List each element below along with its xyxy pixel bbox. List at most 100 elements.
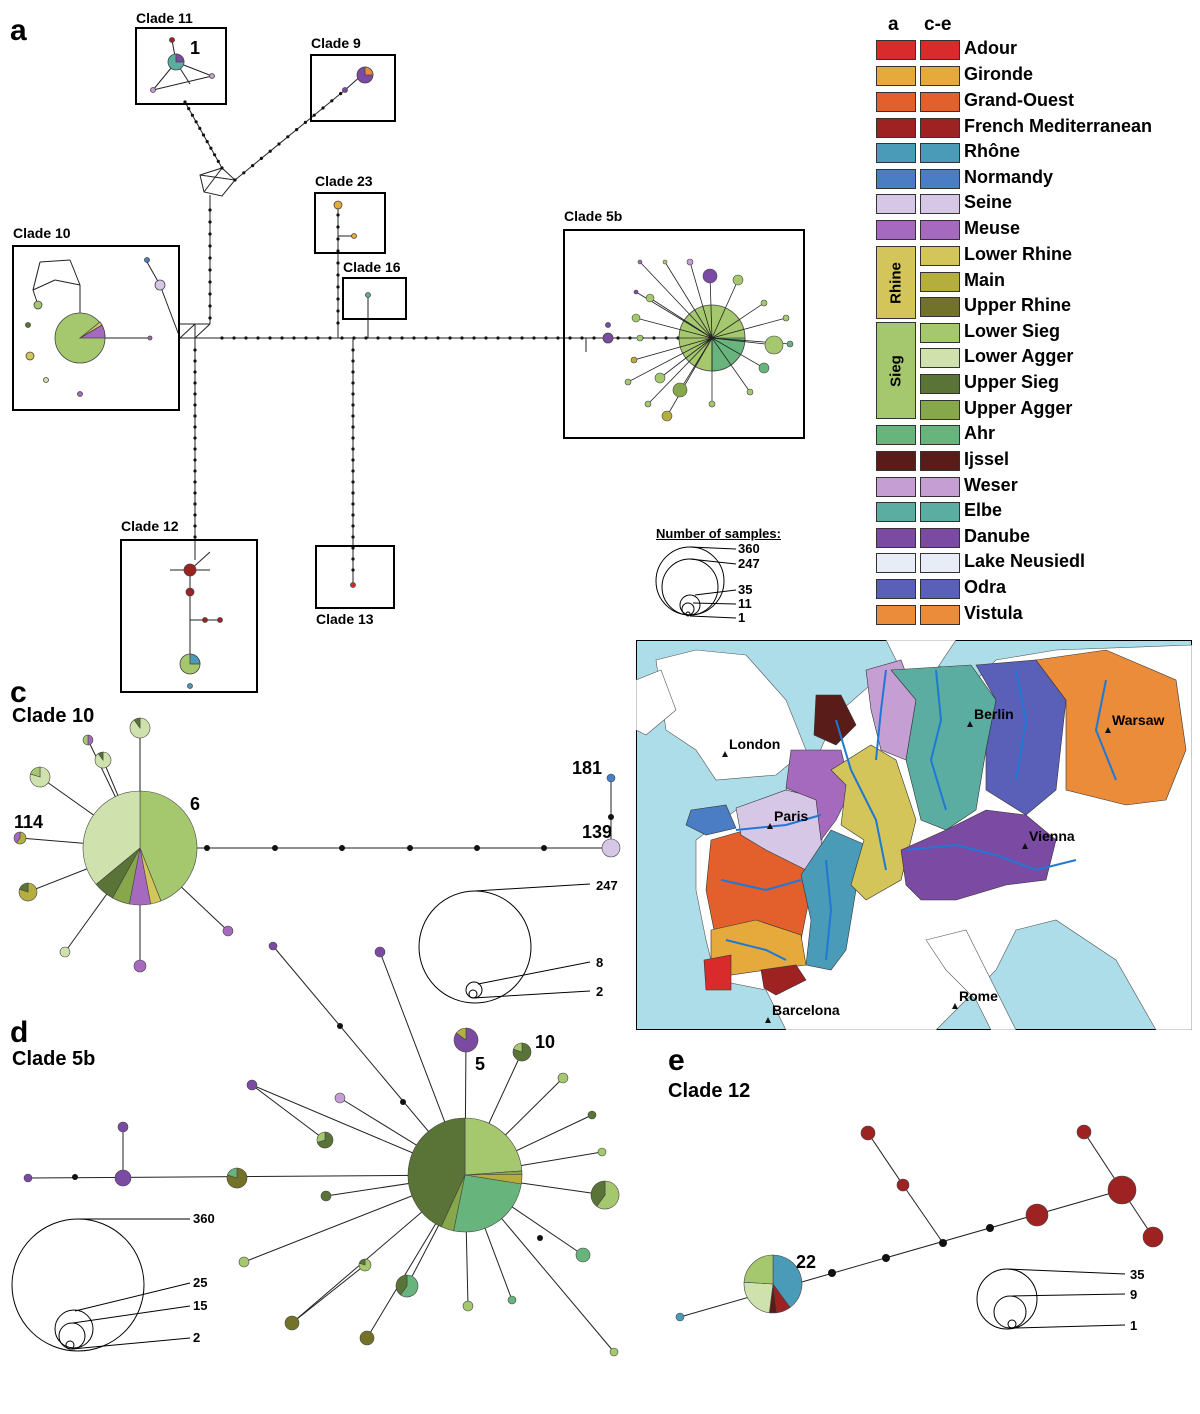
median-vector-node (198, 126, 202, 130)
city-marker-icon (765, 1017, 771, 1023)
panel-a-scale (655, 546, 737, 619)
haplotype-node (359, 1330, 375, 1346)
haplotype-slice (453, 1174, 522, 1233)
haplotype-node (114, 1169, 132, 1187)
median-vector-node (351, 436, 355, 440)
haplotype-slice (82, 734, 89, 746)
legend-label: Rhône (964, 141, 1020, 161)
median-vector-node (340, 336, 344, 340)
legend-swatch-a (876, 605, 916, 625)
median-vector-node (339, 92, 343, 96)
legend-row: Ahr (876, 423, 1196, 447)
clade13-box (315, 545, 395, 609)
median-vector-node (193, 359, 197, 363)
median-vector-node (193, 447, 197, 451)
median-vector-node (388, 336, 392, 340)
haplotype-slice (13, 831, 21, 844)
median-vector-node (193, 414, 197, 418)
c-label-139: 139 (582, 822, 613, 842)
legend-label: Lower Rhine (964, 244, 1073, 264)
scale-a-11: 11 (738, 596, 752, 611)
haplotype-slice (513, 1042, 523, 1053)
haplotype-node (760, 299, 768, 307)
haplotype-slice (87, 734, 94, 746)
clade12-label: Clade 12 (121, 518, 179, 534)
haplotype-node (133, 959, 147, 973)
panel-c-network (13, 717, 621, 1004)
legend-row: Elbe (876, 500, 1196, 524)
median-vector-node (193, 436, 197, 440)
median-vector-node (351, 425, 355, 429)
median-vector-node (496, 336, 500, 340)
haplotype-slice (400, 1274, 419, 1298)
haplotype-node (374, 946, 386, 958)
city-label: Barcelona (772, 1002, 840, 1018)
legend-label: Vistula (964, 603, 1023, 623)
legend-row: Vistula (876, 603, 1196, 627)
median-vector-node (520, 336, 524, 340)
median-vector-node (351, 392, 355, 396)
median-vector-node (286, 135, 290, 139)
median-vector-node (220, 166, 224, 170)
haplotype-node (334, 1092, 346, 1104)
median-vector-node (251, 164, 255, 168)
haplotype-node (557, 1072, 569, 1084)
haplotype-slice (596, 1180, 620, 1210)
haplotype-slice (82, 790, 141, 885)
median-vector-node (193, 502, 197, 506)
legend-label: Normandy (964, 167, 1054, 187)
haplotype-slice (358, 1258, 372, 1272)
legend-swatch-ce (920, 297, 960, 317)
median-vector-node (208, 208, 212, 212)
haplotype-node (637, 259, 643, 265)
legend-label: Danube (964, 526, 1031, 546)
legend-swatch-a (876, 169, 916, 189)
scale-a-360: 360 (738, 541, 760, 556)
c-label-114: 114 (14, 812, 44, 832)
legend-swatch-ce (920, 66, 960, 86)
city-marker-icon (1022, 843, 1028, 849)
haplotype-node (117, 1121, 129, 1133)
legend-swatch-a (876, 553, 916, 573)
haplotype-node (782, 314, 790, 322)
scale-a-1: 1 (738, 610, 746, 625)
legend-row: French Mediterranean (876, 116, 1196, 140)
median-vector-node (336, 249, 340, 253)
panel-d-title: Clade 5b (12, 1048, 96, 1070)
median-vector-node (193, 425, 197, 429)
median-vector-node (304, 336, 308, 340)
median-vector-node (194, 120, 198, 124)
median-vector-node (233, 178, 237, 182)
legend-label: Weser (964, 475, 1018, 495)
legend-swatch-ce (920, 605, 960, 625)
median-vector-node (244, 336, 248, 340)
median-vector-node (303, 120, 307, 124)
median-vector-node (193, 535, 197, 539)
haplotype-slice (16, 831, 27, 845)
haplotype-node (786, 340, 794, 348)
median-vector-node (351, 546, 355, 550)
median-vector-node (193, 513, 197, 517)
median-vector-node (424, 336, 428, 340)
haplotype-node (764, 335, 784, 355)
legend-row: Lake Neusiedl (876, 551, 1196, 575)
legend-row: Upper Rhine (876, 295, 1196, 319)
haplotype-node (746, 388, 754, 396)
legend-label: Odra (964, 577, 1007, 597)
panel-letter-d: d (10, 1016, 29, 1049)
legend-swatch-ce (920, 502, 960, 522)
haplotype-slice (19, 882, 29, 893)
median-vector-node (544, 336, 548, 340)
median-vector-node (208, 220, 212, 224)
legend-group-sieg: Sieg (876, 322, 916, 419)
clade23-label: Clade 23 (315, 173, 373, 189)
median-vector-node (351, 414, 355, 418)
haplotype-node (672, 382, 688, 398)
median-vector-node (183, 100, 187, 104)
haplotype-node (609, 1347, 619, 1357)
median-vector-node (351, 370, 355, 374)
legend-label: Lower Agger (964, 346, 1074, 366)
haplotype-slice (395, 1274, 408, 1296)
median-vector-node (193, 381, 197, 385)
haplotype-node (1142, 1226, 1164, 1248)
